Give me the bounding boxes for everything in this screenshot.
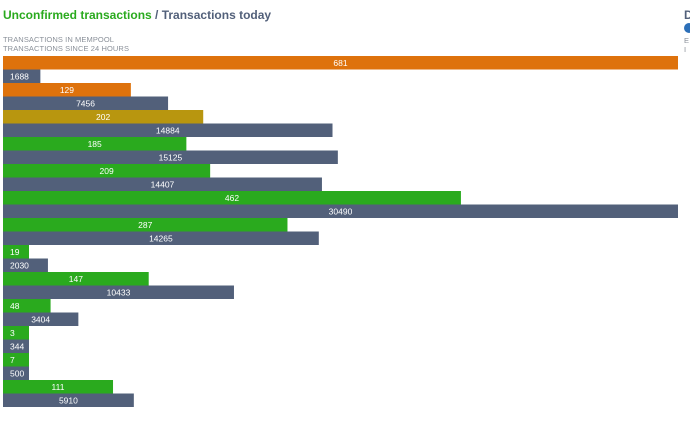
bar-label-today-8: 10433 (107, 288, 131, 298)
bar-unconfirmed-3[interactable] (3, 137, 187, 151)
bar-label-today-11: 500 (10, 369, 24, 379)
bar-label-unconfirmed-7: 19 (10, 247, 20, 257)
bar-label-today-9: 3404 (31, 315, 50, 325)
edge-label-fragment-e: E (684, 36, 690, 45)
bar-today-1[interactable] (3, 96, 169, 111)
bar-unconfirmed-4[interactable] (3, 164, 211, 178)
bar-today-0[interactable] (3, 69, 41, 84)
title-separator: / (151, 8, 162, 22)
bar-label-unconfirmed-12: 111 (52, 382, 65, 392)
bar-label-today-4: 14407 (151, 180, 175, 190)
bar-unconfirmed-6[interactable] (3, 218, 288, 232)
bar-label-unconfirmed-3: 185 (88, 139, 102, 149)
bar-label-unconfirmed-0: 681 (333, 58, 347, 68)
bar-unconfirmed-0[interactable] (3, 56, 678, 70)
title-today: Transactions today (161, 8, 272, 22)
bar-today-4[interactable] (3, 177, 322, 192)
bar-label-today-3: 15125 (159, 153, 183, 163)
bar-label-unconfirmed-1: 129 (60, 85, 74, 95)
subtitle-24h: TRANSACTIONS SINCE 24 HOURS (3, 44, 130, 53)
bar-today-11[interactable] (3, 366, 29, 381)
bar-today-10[interactable] (3, 339, 29, 354)
bar-unconfirmed-7[interactable] (3, 245, 29, 259)
bar-label-unconfirmed-2: 202 (96, 112, 110, 122)
bar-unconfirmed-11[interactable] (3, 353, 29, 367)
bar-today-3[interactable] (3, 150, 338, 165)
bar-label-today-1: 7456 (76, 99, 95, 109)
bar-label-unconfirmed-10: 3 (10, 328, 15, 338)
bar-today-2[interactable] (3, 123, 333, 138)
bar-unconfirmed-8[interactable] (3, 272, 149, 286)
bar-today-12[interactable] (3, 393, 134, 408)
edge-label-fragment-i: I (684, 45, 687, 54)
bar-unconfirmed-2[interactable] (3, 110, 204, 124)
edge-heading-fragment: D (684, 8, 690, 22)
bar-label-today-10: 344 (10, 342, 24, 352)
bar-label-unconfirmed-8: 147 (69, 274, 83, 284)
bar-today-9[interactable] (3, 312, 79, 327)
info-dot-icon[interactable] (684, 23, 690, 33)
bar-label-today-6: 14265 (149, 234, 173, 244)
bar-unconfirmed-5[interactable] (3, 191, 461, 205)
bar-today-7[interactable] (3, 258, 48, 273)
chart-title: Unconfirmed transactions / Transactions … (3, 8, 271, 22)
bar-label-today-0: 1688 (10, 72, 29, 82)
bar-label-unconfirmed-5: 462 (225, 193, 239, 203)
bar-today-6[interactable] (3, 231, 319, 246)
bar-unconfirmed-10[interactable] (3, 326, 29, 340)
bar-label-today-2: 14884 (156, 126, 180, 136)
bar-label-unconfirmed-4: 209 (99, 166, 113, 176)
bar-label-today-7: 2030 (10, 261, 29, 271)
bar-today-5[interactable] (3, 204, 678, 219)
bar-label-today-5: 30490 (329, 207, 353, 217)
bar-unconfirmed-9[interactable] (3, 299, 51, 313)
subtitle-mempool: TRANSACTIONS IN MEMPOOL (3, 35, 115, 44)
title-unconfirmed: Unconfirmed transactions (3, 8, 152, 22)
bar-label-today-12: 5910 (59, 396, 78, 406)
bar-unconfirmed-1[interactable] (3, 83, 131, 97)
bar-label-unconfirmed-9: 48 (10, 301, 20, 311)
bar-today-8[interactable] (3, 285, 234, 300)
bar-unconfirmed-12[interactable] (3, 380, 114, 394)
bar-label-unconfirmed-11: 7 (10, 355, 15, 365)
bar-label-unconfirmed-6: 287 (138, 220, 152, 230)
